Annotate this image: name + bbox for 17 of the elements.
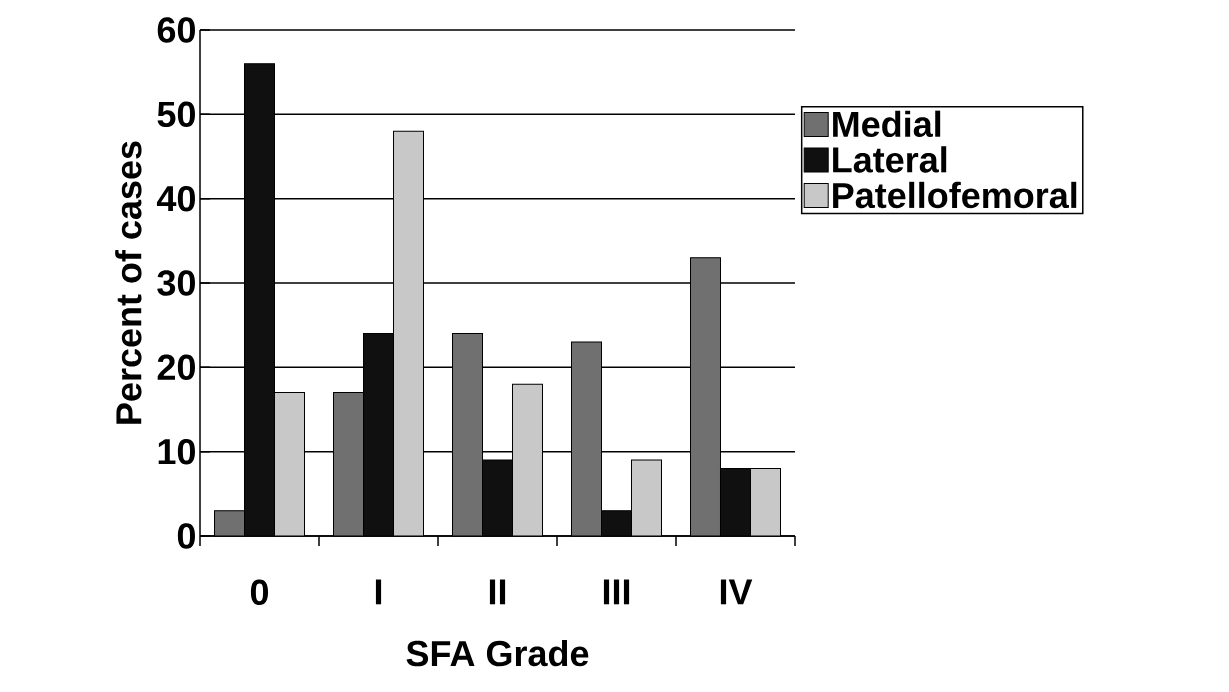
y-tick-label: 0 — [177, 523, 195, 549]
x-tick-label: 0 — [250, 579, 269, 605]
x-tick-label: I — [375, 579, 382, 605]
y-tick-label: 60 — [157, 17, 195, 43]
y-tick-label: 40 — [156, 185, 195, 212]
legend-label: Lateral — [833, 146, 947, 173]
x-tick-label: II — [489, 579, 506, 605]
legend-label: Patellofemoral — [833, 181, 1077, 209]
x-tick-label: III — [603, 579, 630, 605]
x-tick-label: IV — [720, 579, 753, 605]
x-axis-title: SFA Grade — [406, 639, 589, 667]
y-tick-label: 10 — [158, 438, 195, 465]
y-tick-label: 50 — [157, 101, 195, 128]
legend-label: Medial — [833, 110, 941, 138]
y-tick-label: 30 — [157, 270, 195, 296]
y-axis-title: Percent of cases — [115, 141, 142, 424]
y-tick-label: 20 — [157, 354, 195, 381]
